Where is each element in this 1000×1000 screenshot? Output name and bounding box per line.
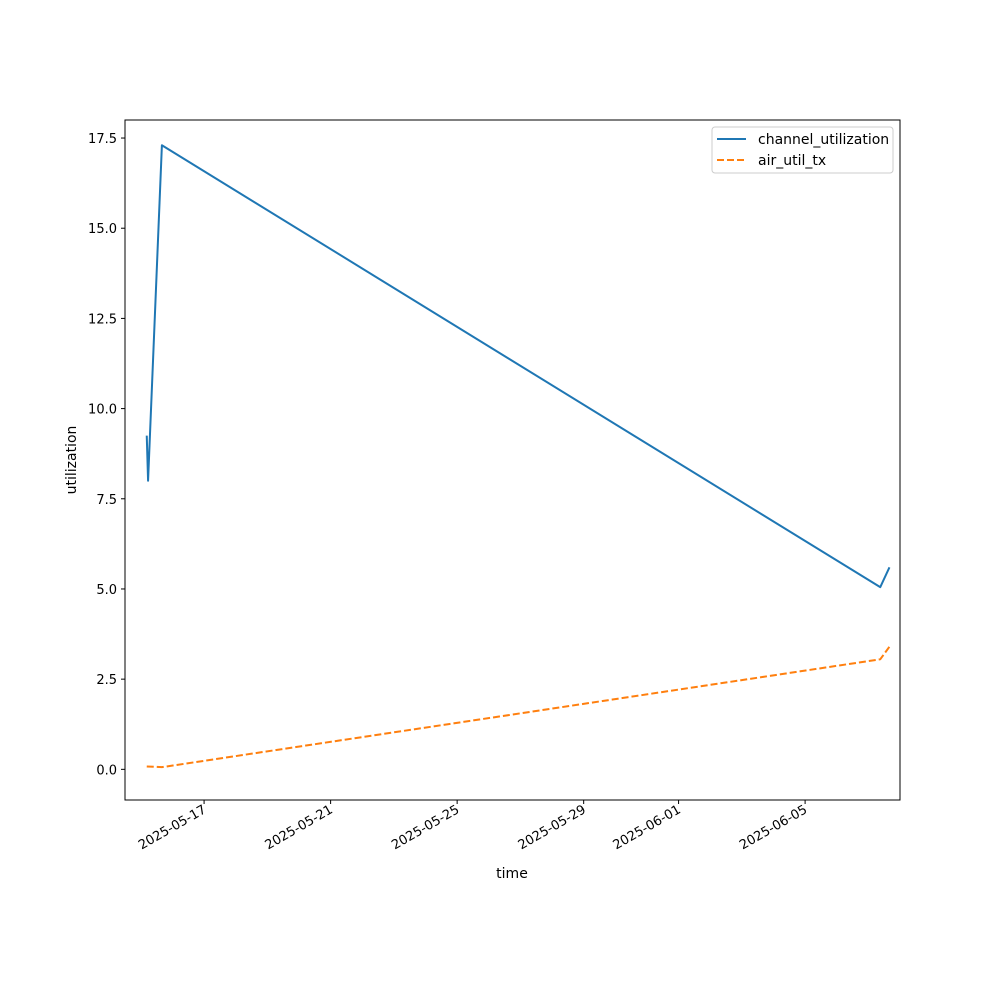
- legend: channel_utilization air_util_tx: [711, 126, 894, 174]
- y-axis-label: utilization: [64, 426, 80, 495]
- plot-frame: [124, 119, 901, 801]
- legend-box: [711, 126, 894, 174]
- y-tick-label: 5.0: [96, 583, 117, 598]
- x-axis-label: time: [496, 866, 528, 882]
- legend-label-channel-utilization: channel_utilization: [758, 132, 889, 148]
- y-tick-label: 0.0: [96, 763, 117, 778]
- y-axis: 0.0 2.5 5.0 7.5 10.0 12.5 15.0 17.5: [88, 132, 125, 778]
- y-tick-label: 17.5: [88, 132, 117, 147]
- y-tick-label: 12.5: [88, 312, 117, 327]
- plot-lines: [145, 144, 891, 769]
- series-line-channel-utilization: [145, 144, 891, 589]
- y-tick-label: 2.5: [96, 673, 117, 688]
- y-tick-label: 7.5: [96, 493, 117, 508]
- legend-label-air-util-tx: air_util_tx: [758, 153, 826, 169]
- y-tick-label: 15.0: [88, 222, 117, 237]
- y-tick-label: 10.0: [88, 403, 117, 418]
